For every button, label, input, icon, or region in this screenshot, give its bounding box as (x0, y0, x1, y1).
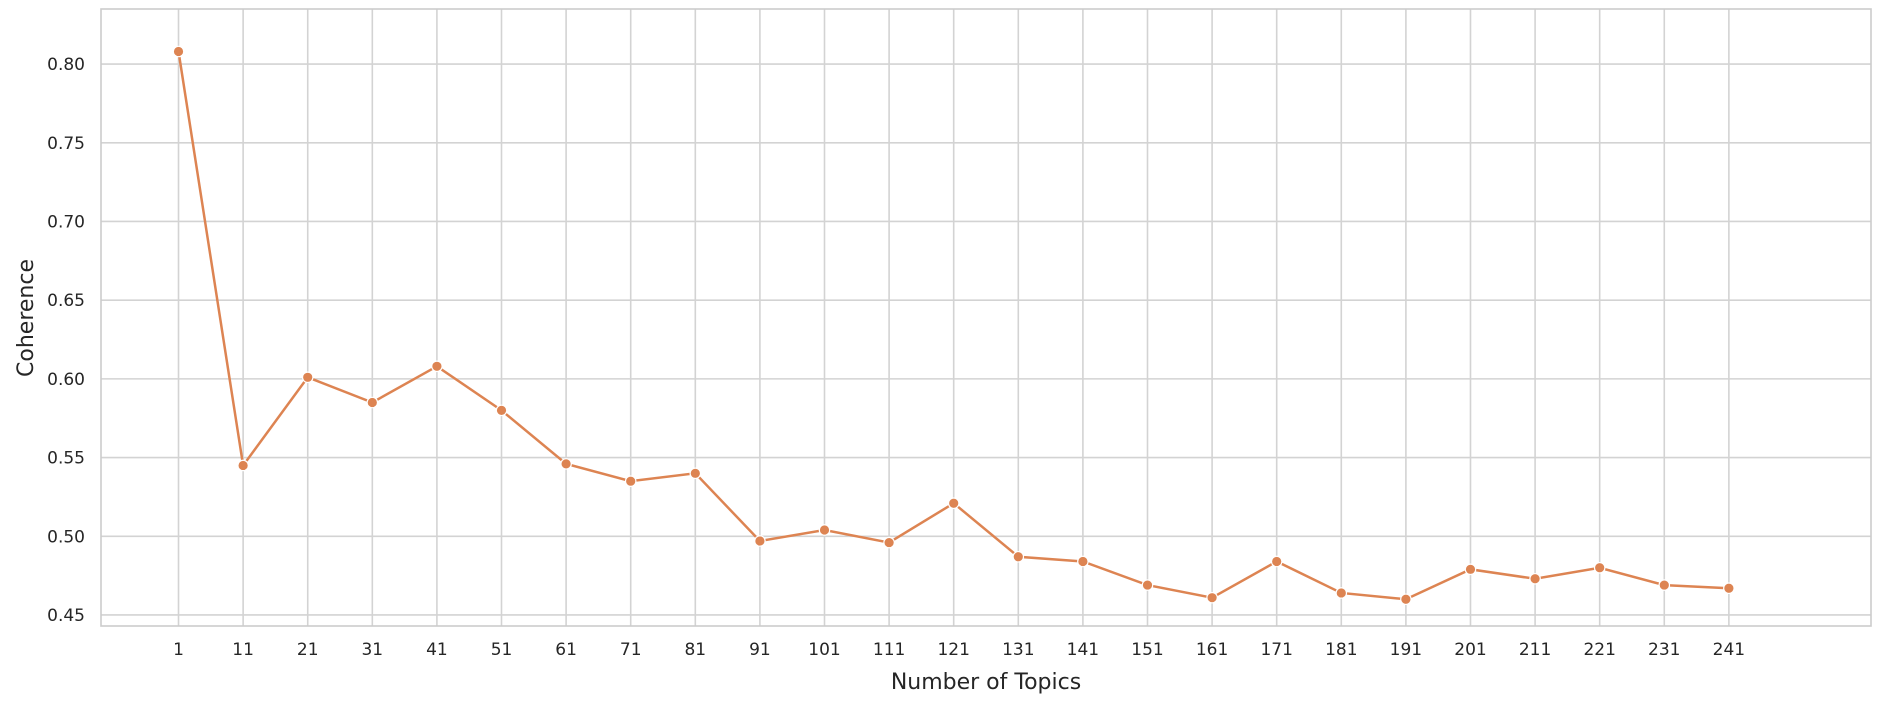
y-tick-label: 0.50 (47, 527, 85, 547)
x-tick-label: 131 (1002, 640, 1034, 660)
y-tick-label: 0.70 (47, 212, 85, 232)
data-point (754, 535, 766, 547)
points-layer (172, 45, 1735, 606)
data-point (1464, 563, 1477, 576)
x-tick-label: 61 (555, 640, 577, 660)
data-point (560, 458, 572, 470)
data-point (1012, 550, 1025, 563)
data-point (883, 536, 895, 549)
data-point (689, 467, 702, 480)
data-point (1141, 579, 1154, 591)
data-point (1270, 555, 1283, 568)
y-tick-label: 0.75 (47, 134, 85, 154)
x-tick-label: 101 (808, 640, 840, 660)
y-tick-labels: 0.45 0.50 0.55 0.60 0.65 0.70 0.75 0.80 (47, 55, 85, 626)
data-point (1723, 582, 1735, 595)
x-tick-label: 31 (361, 640, 383, 660)
x-tick-label: 221 (1583, 640, 1615, 660)
y-tick-label: 0.65 (47, 291, 85, 311)
data-point (366, 396, 379, 409)
x-tick-label: 201 (1454, 640, 1486, 660)
x-tick-label: 81 (684, 640, 706, 660)
x-tick-label: 141 (1067, 640, 1099, 660)
x-tick-label: 1 (173, 640, 184, 660)
data-point (1593, 561, 1606, 574)
data-point (1206, 591, 1218, 604)
x-tick-label: 231 (1648, 640, 1680, 660)
x-tick-label: 241 (1713, 640, 1745, 660)
y-tick-label: 0.55 (47, 449, 85, 469)
x-axis-label: Number of Topics (891, 670, 1081, 695)
data-point (237, 459, 249, 472)
x-tick-label: 181 (1325, 640, 1357, 660)
grid-layer (101, 9, 1871, 626)
x-tick-label: 151 (1131, 640, 1163, 660)
data-point (1077, 555, 1089, 568)
data-point (495, 404, 508, 417)
data-point (301, 371, 314, 384)
x-tick-label: 71 (620, 640, 642, 660)
x-tick-label: 51 (491, 640, 513, 660)
x-tick-label: 161 (1196, 640, 1228, 660)
data-point (1529, 572, 1541, 585)
x-tick-label: 191 (1390, 640, 1422, 660)
x-tick-label: 21 (297, 640, 319, 660)
x-tick-labels: 1 11 21 31 41 51 61 71 81 91 101 111 121 131 141 151 161… (173, 640, 1745, 660)
plot-frame (100, 8, 1872, 627)
data-point (431, 360, 443, 373)
y-tick-label: 0.60 (47, 370, 85, 390)
x-tick-label: 211 (1519, 640, 1551, 660)
x-tick-label: 41 (426, 640, 448, 660)
data-point (1335, 587, 1348, 599)
y-axis-label: Coherence (14, 259, 39, 377)
x-tick-label: 91 (749, 640, 771, 660)
data-point (1400, 593, 1412, 606)
data-point (818, 524, 831, 536)
data-point (1658, 579, 1671, 591)
data-point (172, 45, 185, 58)
y-tick-label: 0.45 (47, 606, 85, 626)
data-point (947, 497, 960, 510)
x-tick-label: 121 (937, 640, 969, 660)
data-point (624, 475, 637, 487)
x-tick-label: 111 (873, 640, 905, 660)
y-tick-label: 0.80 (47, 55, 85, 75)
x-tick-label: 171 (1260, 640, 1292, 660)
x-tick-label: 11 (232, 640, 254, 660)
